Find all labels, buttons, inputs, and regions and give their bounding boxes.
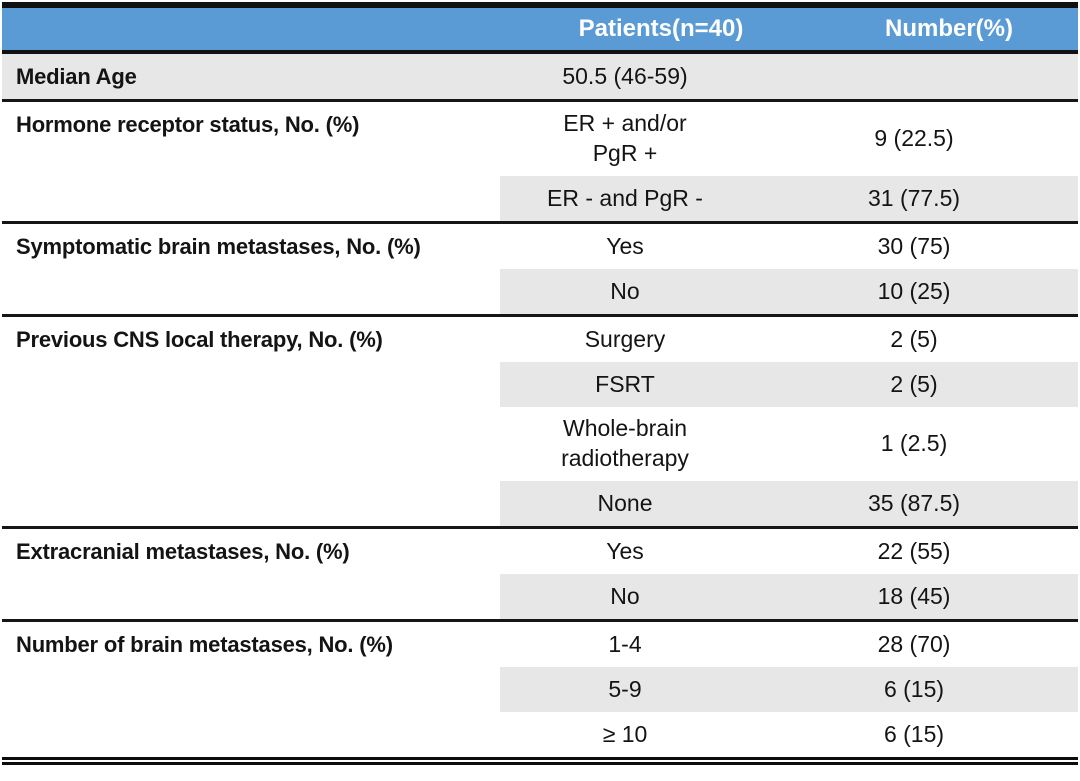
category-label bbox=[2, 269, 500, 314]
patients-value: ER - and PgR - bbox=[500, 176, 750, 221]
table-section: Extracranial metastases, No. (%) Yes 22 (5… bbox=[2, 529, 1078, 622]
category-label: Previous CNS local therapy, No. (%) bbox=[16, 327, 383, 352]
patients-value: No bbox=[500, 574, 750, 619]
header-number-column: Number(%) bbox=[884, 15, 1013, 42]
header-patients-column: Patients(n=40) bbox=[578, 15, 744, 42]
table-row: Number of brain metastases, No. (%) 1-4 28… bbox=[2, 622, 1078, 667]
table-row: Whole-brain radiotherapy 1 (2.5) bbox=[2, 407, 1078, 481]
category-label bbox=[2, 176, 500, 221]
number-value: 10 (25) bbox=[750, 269, 1078, 314]
category-label bbox=[2, 481, 500, 526]
category-label: Hormone receptor status, No. (%) bbox=[16, 112, 360, 137]
category-label bbox=[2, 407, 500, 481]
patients-value: ER + and/or PgR + bbox=[563, 110, 687, 166]
patients-value: Surgery bbox=[584, 326, 666, 353]
table-row: ≥ 10 6 (15) bbox=[2, 712, 1078, 757]
category-label bbox=[2, 667, 500, 712]
number-value: 2 (5) bbox=[750, 362, 1078, 407]
number-value: 2 (5) bbox=[890, 326, 938, 353]
category-label bbox=[2, 574, 500, 619]
category-label bbox=[2, 362, 500, 407]
table-row: 5-9 6 (15) bbox=[2, 667, 1078, 712]
category-label bbox=[2, 712, 500, 757]
table-row: Previous CNS local therapy, No. (%) Surge… bbox=[2, 317, 1078, 362]
table-body: Median Age 50.5 (46-59) Hormone receptor s… bbox=[2, 54, 1078, 757]
patients-value: Whole-brain radiotherapy bbox=[561, 415, 689, 471]
header-bottom-rule bbox=[2, 50, 1078, 54]
table-section: Hormone receptor status, No. (%) ER + and… bbox=[2, 102, 1078, 224]
patients-value: Yes bbox=[606, 233, 644, 260]
table-row: No 18 (45) bbox=[2, 574, 1078, 619]
number-value: 30 (75) bbox=[877, 233, 951, 260]
number-value: 18 (45) bbox=[750, 574, 1078, 619]
table-row: Median Age 50.5 (46-59) bbox=[2, 54, 1078, 99]
table-section: Number of brain metastases, No. (%) 1-4 28… bbox=[2, 622, 1078, 757]
number-value: 22 (55) bbox=[877, 538, 951, 565]
patients-value: None bbox=[500, 481, 750, 526]
patients-value: 50.5 (46-59) bbox=[500, 54, 750, 99]
number-value bbox=[750, 54, 1078, 99]
number-value: 9 (22.5) bbox=[874, 125, 954, 152]
patients-value: No bbox=[500, 269, 750, 314]
category-label: Extracranial metastases, No. (%) bbox=[16, 539, 350, 564]
patients-value: ≥ 10 bbox=[602, 721, 648, 748]
bottom-double-rule bbox=[2, 757, 1078, 765]
table-row: Hormone receptor status, No. (%) ER + and… bbox=[2, 102, 1078, 176]
number-value: 6 (15) bbox=[883, 721, 945, 748]
patients-value: 5-9 bbox=[500, 667, 750, 712]
table-section: Symptomatic brain metastases, No. (%) Yes… bbox=[2, 224, 1078, 317]
patients-value: Yes bbox=[606, 538, 644, 565]
table-section: Median Age 50.5 (46-59) bbox=[2, 54, 1078, 102]
patients-value: 1-4 bbox=[608, 631, 642, 658]
category-label: Number of brain metastases, No. (%) bbox=[16, 632, 393, 657]
patients-value: FSRT bbox=[500, 362, 750, 407]
table-row: Symptomatic brain metastases, No. (%) Yes… bbox=[2, 224, 1078, 269]
number-value: 28 (70) bbox=[877, 631, 951, 658]
category-label: Symptomatic brain metastases, No. (%) bbox=[16, 234, 421, 259]
number-value: 1 (2.5) bbox=[880, 430, 948, 457]
table-row: ER - and PgR -31 (77.5) bbox=[2, 176, 1078, 221]
top-rule bbox=[2, 2, 1078, 8]
table-header-row: Patients(n=40) Number(%) bbox=[2, 8, 1078, 50]
table-row: No 10 (25) bbox=[2, 269, 1078, 314]
table-row: None 35 (87.5) bbox=[2, 481, 1078, 526]
number-value: 35 (87.5) bbox=[750, 481, 1078, 526]
table-row: Extracranial metastases, No. (%) Yes 22 (5… bbox=[2, 529, 1078, 574]
number-value: 31 (77.5) bbox=[750, 176, 1078, 221]
table-row: FSRT 2 (5) bbox=[2, 362, 1078, 407]
category-label: Median Age bbox=[2, 54, 500, 99]
table-section: Previous CNS local therapy, No. (%) Surge… bbox=[2, 317, 1078, 529]
number-value: 6 (15) bbox=[750, 667, 1078, 712]
